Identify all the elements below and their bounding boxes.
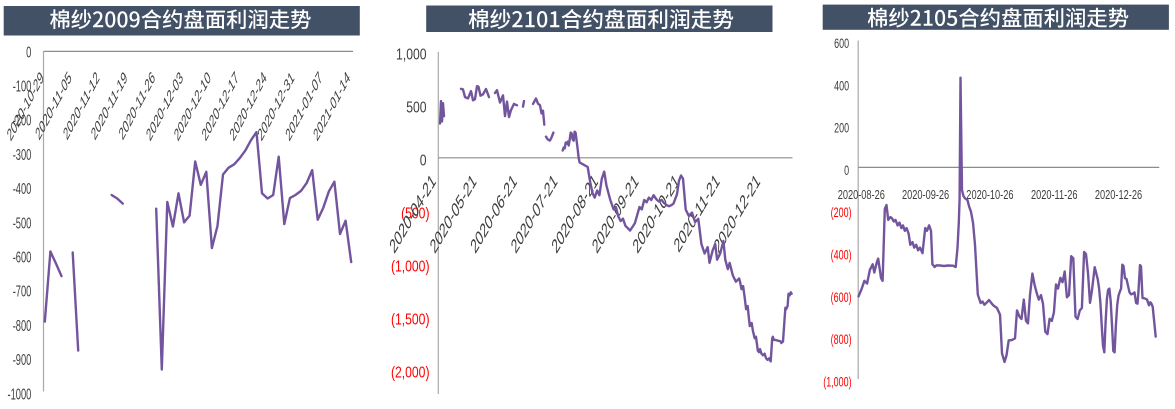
svg-text:(2,000): (2,000) [391,363,430,381]
svg-text:-700: -700 [13,282,32,300]
svg-text:-400: -400 [13,180,32,198]
svg-text:(800): (800) [831,332,852,347]
svg-text:-1000: -1000 [8,385,32,403]
svg-text:2020-11-26: 2020-11-26 [1031,189,1078,203]
svg-text:-500: -500 [13,214,32,232]
svg-text:-300: -300 [13,145,32,163]
svg-text:-900: -900 [13,351,32,369]
svg-text:-200: -200 [13,111,32,129]
svg-text:2020-08-26: 2020-08-26 [838,189,885,203]
svg-text:(600): (600) [831,290,852,305]
svg-text:0: 0 [420,151,427,169]
svg-text:-100: -100 [13,77,32,95]
svg-text:2020-10-26: 2020-10-26 [966,189,1013,203]
svg-text:1,000: 1,000 [396,45,427,63]
svg-text:(1,000): (1,000) [391,257,430,275]
svg-text:(1,000): (1,000) [823,374,851,389]
svg-text:2020-09-26: 2020-09-26 [902,189,949,203]
svg-text:400: 400 [834,78,849,93]
svg-text:-800: -800 [13,316,32,334]
svg-text:200: 200 [834,121,849,136]
svg-text:(1,500): (1,500) [391,310,430,328]
svg-text:(400): (400) [831,248,852,263]
svg-text:600: 600 [834,36,849,51]
svg-text:0: 0 [26,43,31,61]
svg-text:0: 0 [844,163,849,178]
svg-text:2020-12-26: 2020-12-26 [1095,189,1142,203]
svg-text:-600: -600 [13,248,32,266]
svg-text:500: 500 [406,98,426,116]
svg-text:(200): (200) [831,205,852,220]
svg-text:(500): (500) [401,204,429,222]
